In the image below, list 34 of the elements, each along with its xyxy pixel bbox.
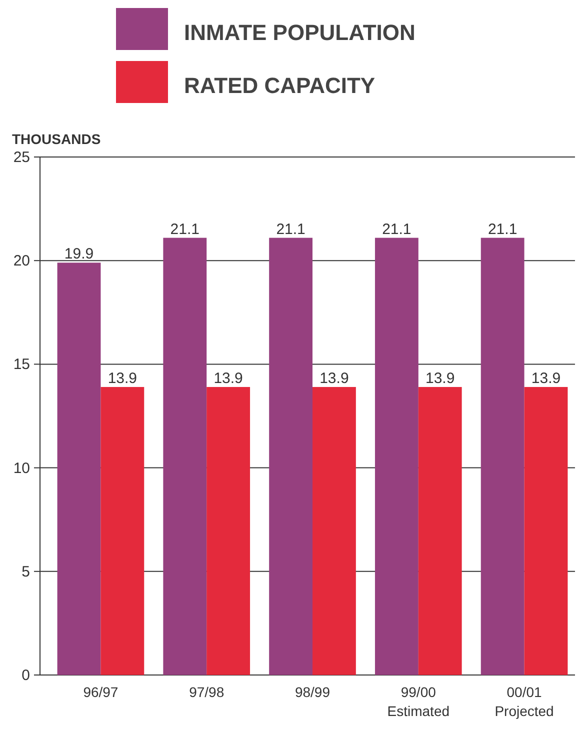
data-label: 21.1 (382, 220, 412, 238)
y-axis-title: THOUSANDS (12, 131, 101, 147)
y-tick-label: 15 (13, 356, 30, 374)
y-tick-label: 20 (13, 252, 30, 270)
data-label: 13.9 (320, 370, 349, 387)
legend-label: INMATE POPULATION (184, 20, 416, 45)
bar (163, 238, 207, 675)
legend-label: RATED CAPACITY (184, 73, 376, 98)
bar (524, 386, 568, 675)
data-label: 19.9 (64, 246, 94, 263)
x-tick-label: 98/99 (294, 684, 330, 700)
y-tick-label: 25 (13, 149, 30, 166)
bar (480, 238, 524, 675)
y-tick-label: 0 (22, 667, 30, 684)
data-label: 13.9 (108, 370, 138, 387)
data-label: 13.9 (214, 370, 243, 387)
bar (100, 386, 144, 675)
y-tick-label: 10 (13, 460, 30, 477)
data-label: 21.1 (488, 220, 518, 238)
x-tick-label: 00/01 Projected (494, 684, 554, 719)
bar (312, 386, 356, 675)
data-label: 13.9 (531, 370, 561, 387)
data-label: 21.1 (170, 220, 200, 238)
data-label: 13.9 (426, 370, 455, 387)
data-label: 21.1 (276, 220, 306, 238)
y-tick-label: 5 (22, 563, 30, 580)
x-tick-label: 97/98 (189, 684, 224, 700)
bar (374, 238, 418, 675)
x-tick-label: 99/00 Estimated (387, 684, 450, 719)
bar (269, 238, 312, 675)
bar (206, 386, 250, 675)
bar (57, 262, 101, 675)
bar (418, 386, 462, 675)
x-tick-label: 96/97 (83, 684, 118, 700)
